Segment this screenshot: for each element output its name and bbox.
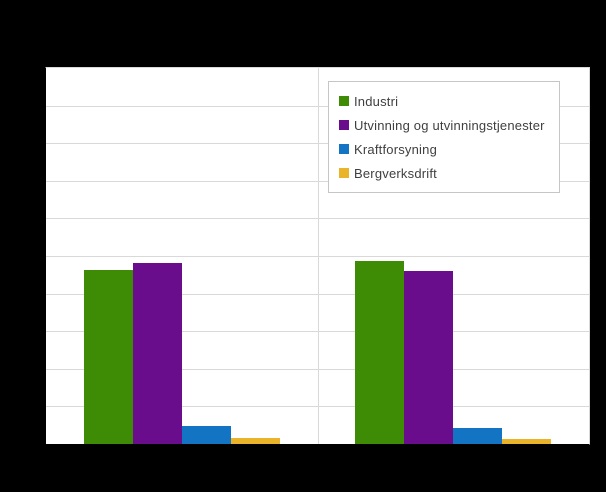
legend-item-utvinning: Utvinning og utvinningstjenester [329, 113, 559, 137]
industri-swatch-icon [339, 96, 349, 106]
legend-item-kraftforsyning: Kraftforsyning [329, 137, 559, 161]
legend-item-industri: Industri [329, 89, 559, 113]
legend-label: Bergverksdrift [354, 165, 437, 181]
bergverksdrift-swatch-icon [339, 168, 349, 178]
utvinning-swatch-icon [339, 120, 349, 130]
bar-bergverksdrift-group1 [230, 438, 280, 444]
kraftforsyning-swatch-icon [339, 144, 349, 154]
legend-label: Utvinning og utvinningstjenester [354, 117, 545, 133]
bar-industri-group1 [83, 269, 133, 444]
bar-utvinning-group2 [404, 271, 454, 444]
legend-item-bergverksdrift: Bergverksdrift [329, 161, 559, 185]
legend-label: Kraftforsyning [354, 141, 438, 157]
gridline-vertical [317, 68, 319, 444]
bar-utvinning-group1 [132, 263, 182, 444]
bar-kraftforsyning-group2 [453, 427, 503, 444]
chart-legend: Industri Utvinning og utvinningstjeneste… [328, 81, 560, 193]
bar-industri-group2 [355, 260, 405, 444]
plot-area: Industri Utvinning og utvinningstjeneste… [45, 67, 590, 445]
legend-label: Industri [354, 93, 399, 109]
bar-bergverksdrift-group2 [502, 439, 552, 444]
bar-kraftforsyning-group1 [181, 425, 231, 444]
